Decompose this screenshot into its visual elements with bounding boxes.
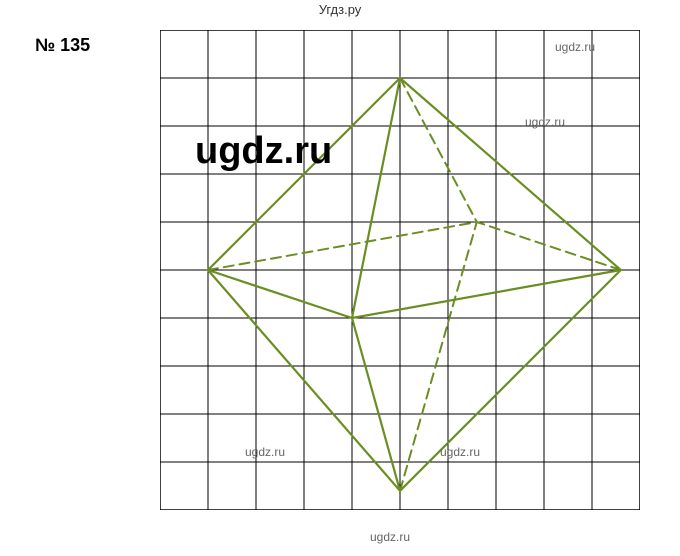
page-header: Угдз.ру xyxy=(319,2,362,17)
diagram-container xyxy=(160,30,640,510)
header-title: Угдз.ру xyxy=(319,2,362,17)
watermark-small: ugdz.ru xyxy=(525,115,565,129)
watermark-small: ugdz.ru xyxy=(370,530,410,544)
watermark-small: ugdz.ru xyxy=(245,445,285,459)
problem-number: № 135 xyxy=(35,35,90,56)
octahedron-diagram xyxy=(160,30,640,510)
watermark-small: ugdz.ru xyxy=(440,445,480,459)
watermark-small: ugdz.ru xyxy=(555,40,595,54)
watermark-large: ugdz.ru xyxy=(195,130,332,173)
